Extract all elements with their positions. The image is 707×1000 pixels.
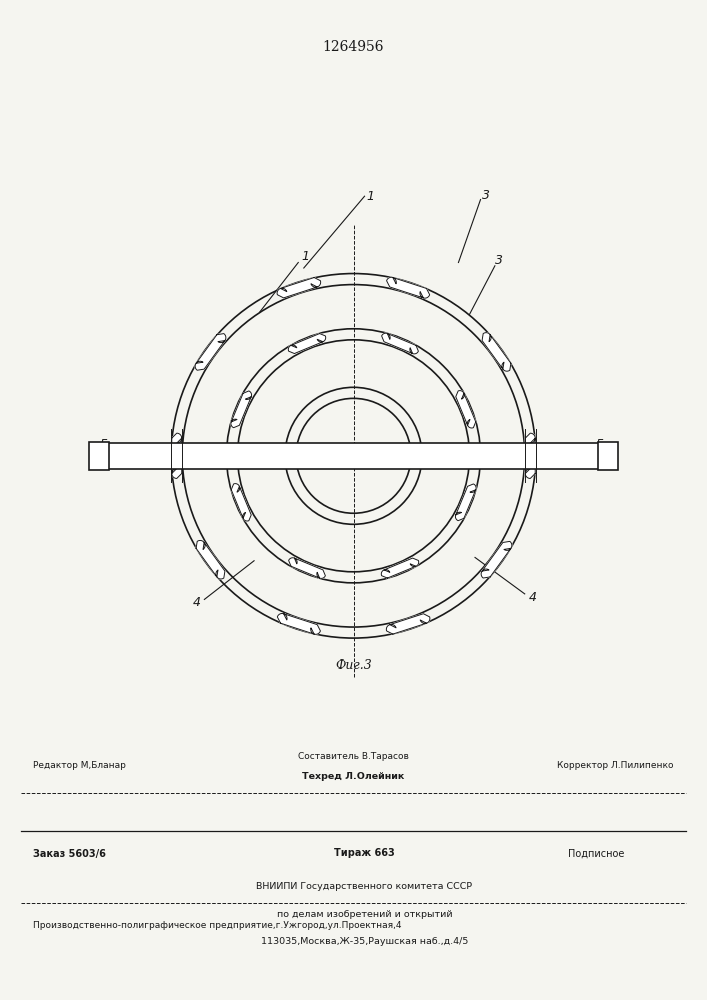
Text: 1: 1 [301, 250, 309, 263]
Polygon shape [172, 433, 182, 478]
Polygon shape [481, 541, 512, 578]
Text: Редактор М,Бланар: Редактор М,Бланар [33, 761, 126, 770]
Text: Производственно-полиграфическое предприятие,г.Ужгород,ул.Проектная,4: Производственно-полиграфическое предприя… [33, 921, 402, 930]
Polygon shape [288, 334, 326, 354]
Text: 3: 3 [482, 189, 490, 202]
Polygon shape [455, 484, 476, 521]
Polygon shape [386, 614, 430, 634]
Text: по делам изобретений и открытий: по делам изобретений и открытий [276, 910, 452, 919]
Polygon shape [288, 558, 325, 578]
Polygon shape [482, 333, 511, 371]
Text: Фиг.3: Фиг.3 [335, 659, 372, 672]
Polygon shape [387, 277, 430, 298]
FancyBboxPatch shape [90, 442, 110, 470]
Polygon shape [196, 540, 225, 579]
Text: Корректор Л.Пилипенко: Корректор Л.Пилипенко [557, 761, 674, 770]
Text: Тираж 663: Тираж 663 [334, 848, 395, 858]
Polygon shape [231, 484, 251, 521]
Text: ВНИИПИ Государственного комитета СССР: ВНИИПИ Государственного комитета СССР [257, 882, 472, 891]
Polygon shape [231, 391, 252, 428]
FancyBboxPatch shape [597, 442, 617, 470]
Text: 1264956: 1264956 [323, 40, 384, 54]
Polygon shape [456, 391, 476, 428]
Text: 5: 5 [100, 438, 108, 451]
FancyBboxPatch shape [100, 443, 607, 469]
Text: 1: 1 [366, 190, 374, 203]
Polygon shape [382, 333, 419, 354]
Text: 3: 3 [496, 254, 503, 267]
Text: Подписное: Подписное [568, 848, 625, 858]
Text: 4: 4 [192, 596, 201, 609]
Polygon shape [525, 433, 535, 478]
Circle shape [345, 447, 362, 465]
Polygon shape [381, 558, 419, 578]
Polygon shape [277, 613, 320, 634]
Polygon shape [277, 278, 321, 298]
Text: Составитель В.Тарасов: Составитель В.Тарасов [298, 752, 409, 761]
Text: 5: 5 [596, 438, 604, 451]
Text: Заказ 5603/6: Заказ 5603/6 [33, 848, 106, 858]
Text: Техред Л.Олейник: Техред Л.Олейник [303, 772, 404, 781]
Text: 4: 4 [528, 591, 537, 604]
Polygon shape [195, 334, 226, 370]
Text: 113035,Москва,Ж-35,Раушская наб.,д.4/5: 113035,Москва,Ж-35,Раушская наб.,д.4/5 [261, 937, 468, 946]
